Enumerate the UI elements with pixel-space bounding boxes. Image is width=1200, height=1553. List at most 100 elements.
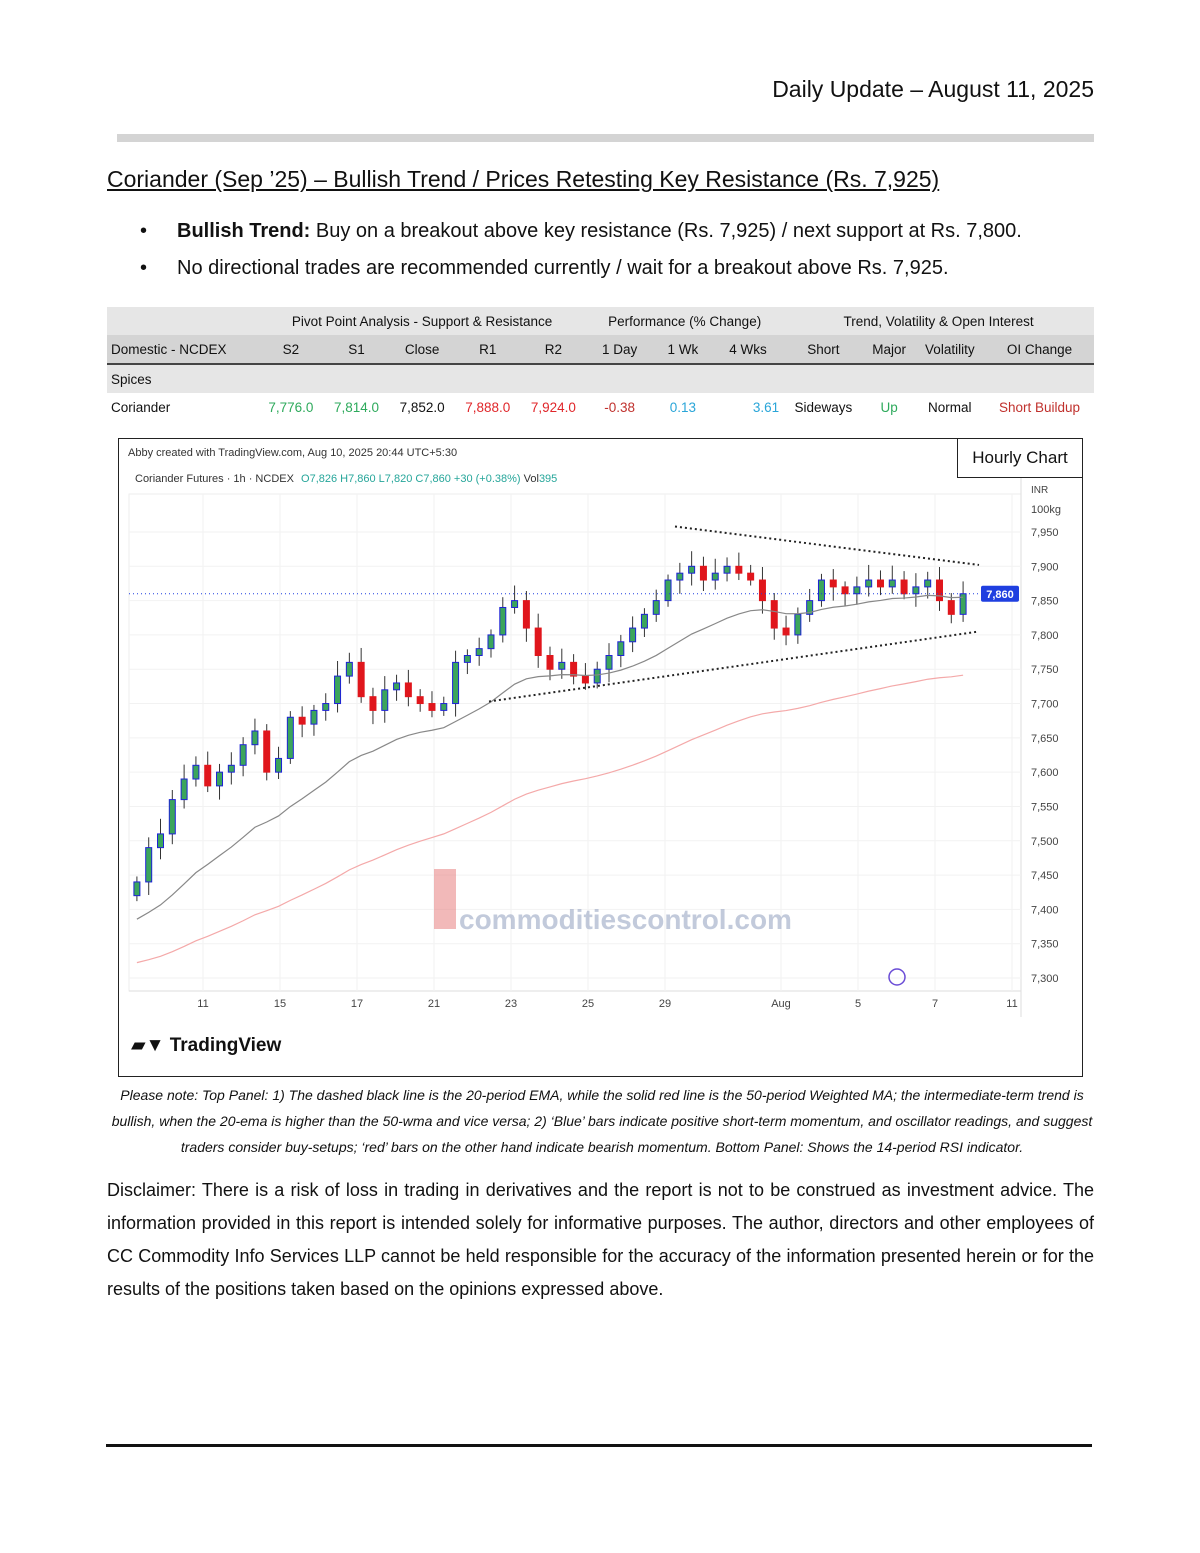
column-header: 4 Wks <box>712 335 784 365</box>
group-header: Pivot Point Analysis - Support & Resista… <box>258 307 587 335</box>
price-chart: 7,950 7,900 7,850 7,800 7,750 7,700 7,650 7,600… <box>118 438 1083 1077</box>
candle <box>475 648 483 657</box>
x-tick-label: 25 <box>582 998 594 1010</box>
candle <box>416 696 424 705</box>
candle <box>570 661 578 677</box>
candlestick-chart: 7,950 7,900 7,850 7,800 7,750 7,700 7,650 7,600… <box>128 474 1061 1017</box>
candle <box>841 586 849 595</box>
candle <box>924 579 932 588</box>
unit-label: 100kg <box>1031 504 1061 516</box>
x-tick-label: 29 <box>659 998 671 1010</box>
bullet-bold: Bullish Trend: <box>177 220 311 242</box>
x-tick-label: 23 <box>505 998 517 1010</box>
candle <box>770 600 778 629</box>
column-header: S1 <box>323 335 390 365</box>
candle <box>275 757 283 773</box>
vol-label: Vol <box>523 473 539 485</box>
candle <box>452 661 460 705</box>
pivot-table: Pivot Point Analysis - Support & Resista… <box>107 307 1094 421</box>
table-cell: 7,814.0 <box>333 399 379 415</box>
go-to-realtime-icon[interactable] <box>888 968 906 986</box>
candle <box>912 586 920 595</box>
column-header: R1 <box>454 335 521 365</box>
bullet-item: No directional trades are recommended cu… <box>140 257 1022 294</box>
column-header: Close <box>389 335 455 365</box>
chart-credit: Abby created with TradingView.com, Aug 1… <box>128 447 458 459</box>
candle <box>629 627 637 643</box>
y-tick-label: 7,800 <box>1031 630 1059 642</box>
report-title: Coriander (Sep ’25) – Bullish Trend / Pr… <box>107 166 940 192</box>
candle <box>806 600 814 615</box>
table-row: Coriander 7,776.0 7,814.0 7,852.0 7,888.0 7,9… <box>107 393 1094 421</box>
candle <box>522 600 530 629</box>
watermark-logo <box>434 869 456 929</box>
date-line: Daily Update – August 11, 2025 <box>772 76 1094 102</box>
bullet-text: No directional trades are recommended cu… <box>177 257 949 279</box>
candle <box>605 655 613 670</box>
candle <box>876 579 884 588</box>
table-cell: 7,924.0 <box>530 399 576 415</box>
last-price-badge <box>981 585 1019 602</box>
candle <box>853 586 861 595</box>
y-tick-label: 7,900 <box>1031 561 1059 573</box>
candle <box>581 675 589 684</box>
x-tick-label: 21 <box>428 998 440 1010</box>
candle <box>747 572 755 581</box>
candle <box>157 833 165 849</box>
candle <box>499 606 507 636</box>
y-tick-label: 7,650 <box>1031 733 1059 745</box>
candle <box>204 764 212 787</box>
column-header-row: Domestic - NCDEX S2 S1 Close R1 R2 1 Day 1 Wk 4 … <box>107 335 1094 365</box>
candle <box>900 579 908 595</box>
x-tick-label: 11 <box>197 998 208 1010</box>
section-label: Spices <box>107 364 1094 393</box>
y-tick-label: 7,500 <box>1031 836 1059 848</box>
candle <box>393 682 401 691</box>
table-cell: 7,852.0 <box>399 399 445 415</box>
candle <box>947 600 955 615</box>
candle <box>640 613 648 629</box>
candle <box>369 696 377 711</box>
x-tick-label: 7 <box>932 998 938 1010</box>
y-tick-label: 7,450 <box>1031 870 1059 882</box>
column-header: Domestic - NCDEX <box>107 335 259 365</box>
table-cell: 7,776.0 <box>268 399 314 415</box>
candle <box>463 655 471 663</box>
candle <box>239 744 247 766</box>
x-tick-label: Aug <box>771 998 791 1010</box>
tradingview-logo: ▰▼ TradingView <box>131 1035 282 1056</box>
candle <box>664 579 672 602</box>
table-cell: 3.61 <box>752 399 780 415</box>
candle <box>192 764 200 780</box>
x-tick-label: 5 <box>855 998 861 1010</box>
candle <box>511 600 519 608</box>
y-tick-label: 7,550 <box>1031 801 1059 813</box>
candle <box>487 634 495 650</box>
candle <box>216 771 224 787</box>
candle <box>593 668 601 684</box>
table-cell: Coriander <box>111 399 171 415</box>
candle <box>168 799 176 835</box>
group-header: Performance (% Change) <box>586 307 784 335</box>
candle <box>676 572 684 581</box>
wma-50-line <box>136 674 964 964</box>
candle <box>251 730 259 746</box>
candle <box>688 565 696 574</box>
header-divider <box>117 134 1094 142</box>
bullet-item: Bullish Trend: Buy on a breakout above k… <box>140 220 1022 257</box>
candle <box>829 579 837 588</box>
table-cell: Short Buildup <box>998 399 1081 415</box>
candle <box>723 565 731 574</box>
footer-divider <box>106 1444 1092 1447</box>
symbol-label: Coriander Futures · 1h · NCDEX <box>135 473 294 485</box>
candle <box>381 689 389 711</box>
candle <box>345 661 353 677</box>
candle <box>145 847 153 883</box>
y-tick-label: 7,850 <box>1031 596 1059 608</box>
lower-text: Please note: Top Panel: 1) The dashed bl… <box>107 1082 1097 1306</box>
last-price-label: 7,860 <box>986 589 1014 601</box>
x-tick-label: 11 <box>1006 998 1017 1010</box>
candle <box>286 716 294 759</box>
candle <box>180 778 188 801</box>
